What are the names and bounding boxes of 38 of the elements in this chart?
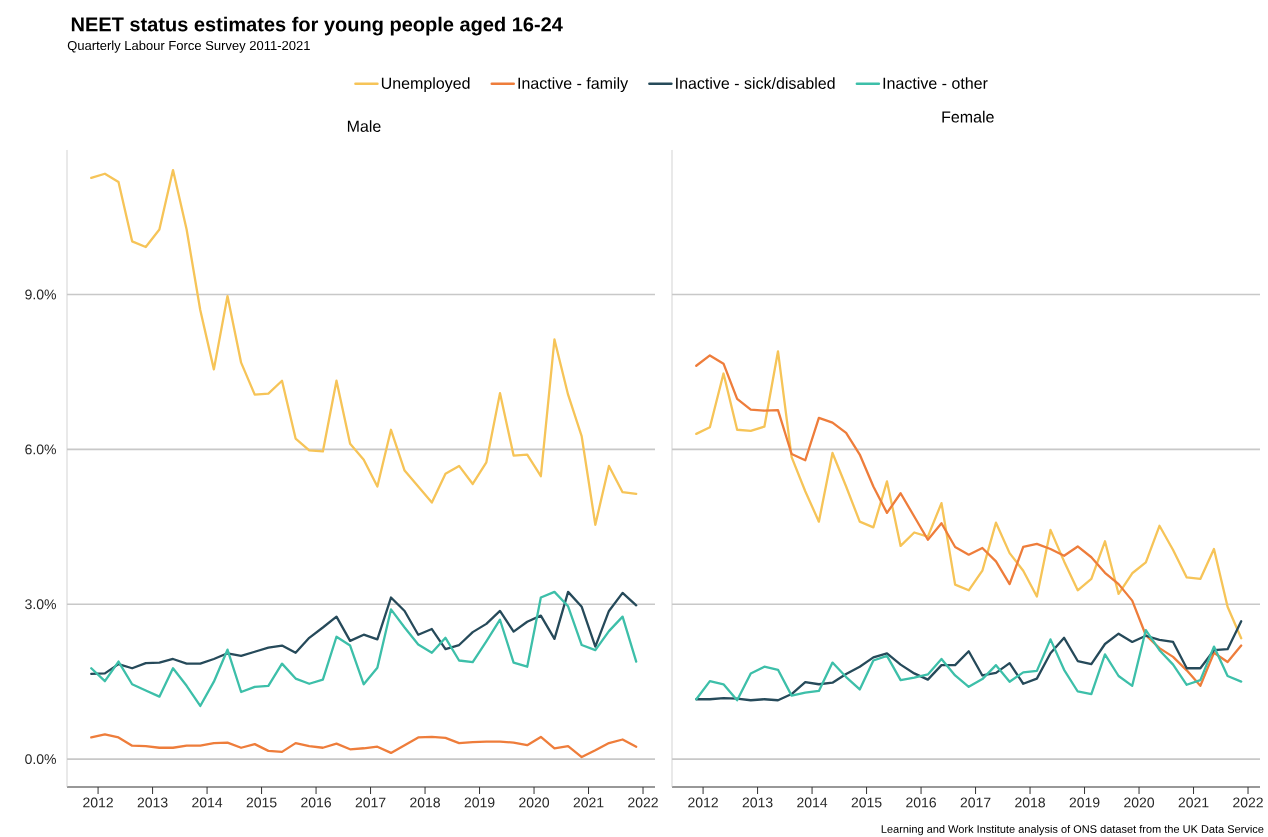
x-tick-label: 2022 xyxy=(1233,797,1263,808)
x-tick-label: 2013 xyxy=(137,797,168,808)
x-tick-label: 2019 xyxy=(1069,797,1100,808)
x-tick-label: 2019 xyxy=(464,797,495,808)
x-tick-label: 2020 xyxy=(1124,797,1155,808)
x-tick-label: 2018 xyxy=(410,797,440,808)
legend-label: Inactive - other xyxy=(883,77,988,89)
legend-label: Inactive - sick/disabled xyxy=(676,77,835,89)
x-tick-label: 2016 xyxy=(301,797,331,808)
legend-label: Unemployed xyxy=(381,77,470,93)
line-series xyxy=(90,168,638,526)
x-tick-label: 2020 xyxy=(519,797,550,808)
y-tick-label: 9.0% xyxy=(25,289,56,300)
x-tick-label: 2016 xyxy=(906,797,936,808)
x-tick-label: 2015 xyxy=(851,797,882,808)
y-tick-label: 0.0% xyxy=(25,754,56,765)
x-tick-label: 2017 xyxy=(355,797,386,808)
x-tick-label: 2014 xyxy=(192,797,223,808)
x-tick-label: 2012 xyxy=(83,797,113,808)
y-tick-label: 6.0% xyxy=(25,444,56,455)
chart-subtitle: Quarterly Labour Force Survey 2011-2021 xyxy=(67,40,310,53)
text: Learning and Work Institute analysis of ONS dataset from the UK Data Service xyxy=(881,824,1264,836)
x-tick-label: 2014 xyxy=(797,797,828,808)
x-tick-label: 2021 xyxy=(573,797,604,808)
x-tick-label: 2022 xyxy=(628,797,658,808)
line-series xyxy=(90,590,638,708)
chart-title: NEET status estimates for young people aged 16-24 xyxy=(71,16,563,36)
legend-label: Inactive - family xyxy=(518,77,629,93)
text: Male xyxy=(347,120,381,132)
x-tick-label: 2013 xyxy=(742,797,773,808)
y-tick-label: 3.0% xyxy=(25,599,56,610)
x-tick-label: 2017 xyxy=(960,797,991,808)
chart-title: Female xyxy=(942,110,994,123)
x-tick-label: 2015 xyxy=(246,797,277,808)
line-series xyxy=(90,590,638,676)
x-tick-label: 2012 xyxy=(688,797,718,808)
x-tick-label: 2021 xyxy=(1178,797,1209,808)
x-tick-label: 2018 xyxy=(1015,797,1045,808)
